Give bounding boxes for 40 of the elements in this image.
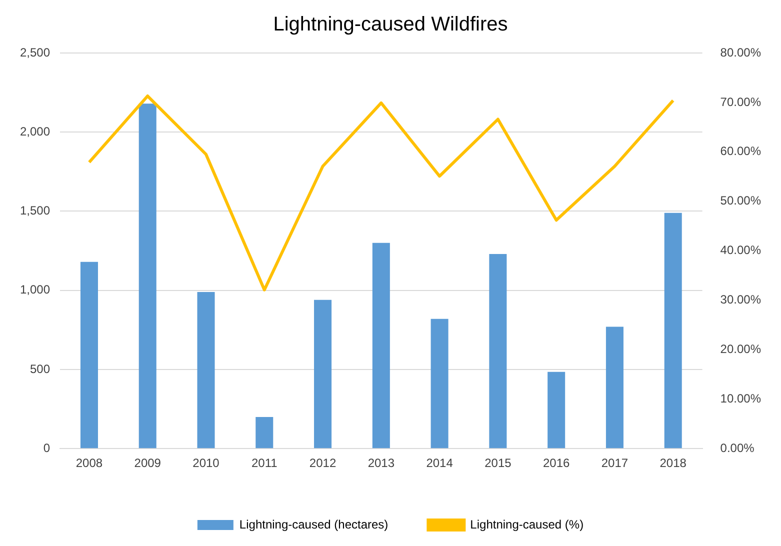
y2-tick-label: 0.00% (720, 440, 755, 455)
y-tick-label: 1,000 (20, 282, 50, 297)
bar (80, 262, 98, 448)
x-tick-label: 2018 (660, 456, 687, 470)
x-tick-label: 2012 (309, 456, 336, 470)
chart-title: Lightning-caused Wildfires (273, 14, 508, 36)
y-tick-label: 2,000 (20, 124, 50, 138)
y2-tick-label: 20.00% (720, 342, 762, 356)
y-tick-label: 0 (43, 440, 50, 455)
bar (197, 292, 215, 448)
bar (489, 254, 507, 448)
x-tick-label: 2010 (192, 456, 220, 470)
x-tick-label: 2009 (134, 456, 162, 470)
y-tick-label: 1,500 (20, 204, 50, 218)
bar (314, 300, 332, 448)
x-tick-label: 2013 (368, 456, 395, 470)
y-tick-label: 2,500 (20, 45, 50, 60)
bar (372, 242, 390, 448)
bar (664, 212, 682, 448)
x-tick-label: 2014 (426, 456, 454, 470)
y2-tick-label: 30.00% (720, 292, 762, 307)
y2-tick-label: 80.00% (720, 45, 762, 60)
bar (606, 326, 624, 448)
bar (256, 416, 274, 448)
y2-tick-label: 60.00% (720, 144, 762, 158)
x-tick-label: 2008 (76, 456, 103, 470)
y2-tick-label: 10.00% (720, 391, 762, 406)
y-tick-label: 500 (30, 362, 50, 376)
legend-label: Lightning-caused (hectares) (239, 517, 388, 532)
x-tick-label: 2011 (251, 456, 278, 470)
bar (548, 372, 566, 448)
legend-label: Lightning-caused (%) (470, 517, 584, 532)
y2-tick-label: 70.00% (720, 94, 762, 109)
y2-tick-label: 50.00% (720, 194, 762, 208)
bar (430, 318, 448, 448)
y2-tick-label: 40.00% (720, 243, 762, 258)
x-tick-label: 2017 (601, 456, 628, 470)
x-tick-label: 2015 (484, 456, 512, 470)
x-tick-label: 2016 (542, 456, 570, 470)
bar (138, 104, 156, 448)
